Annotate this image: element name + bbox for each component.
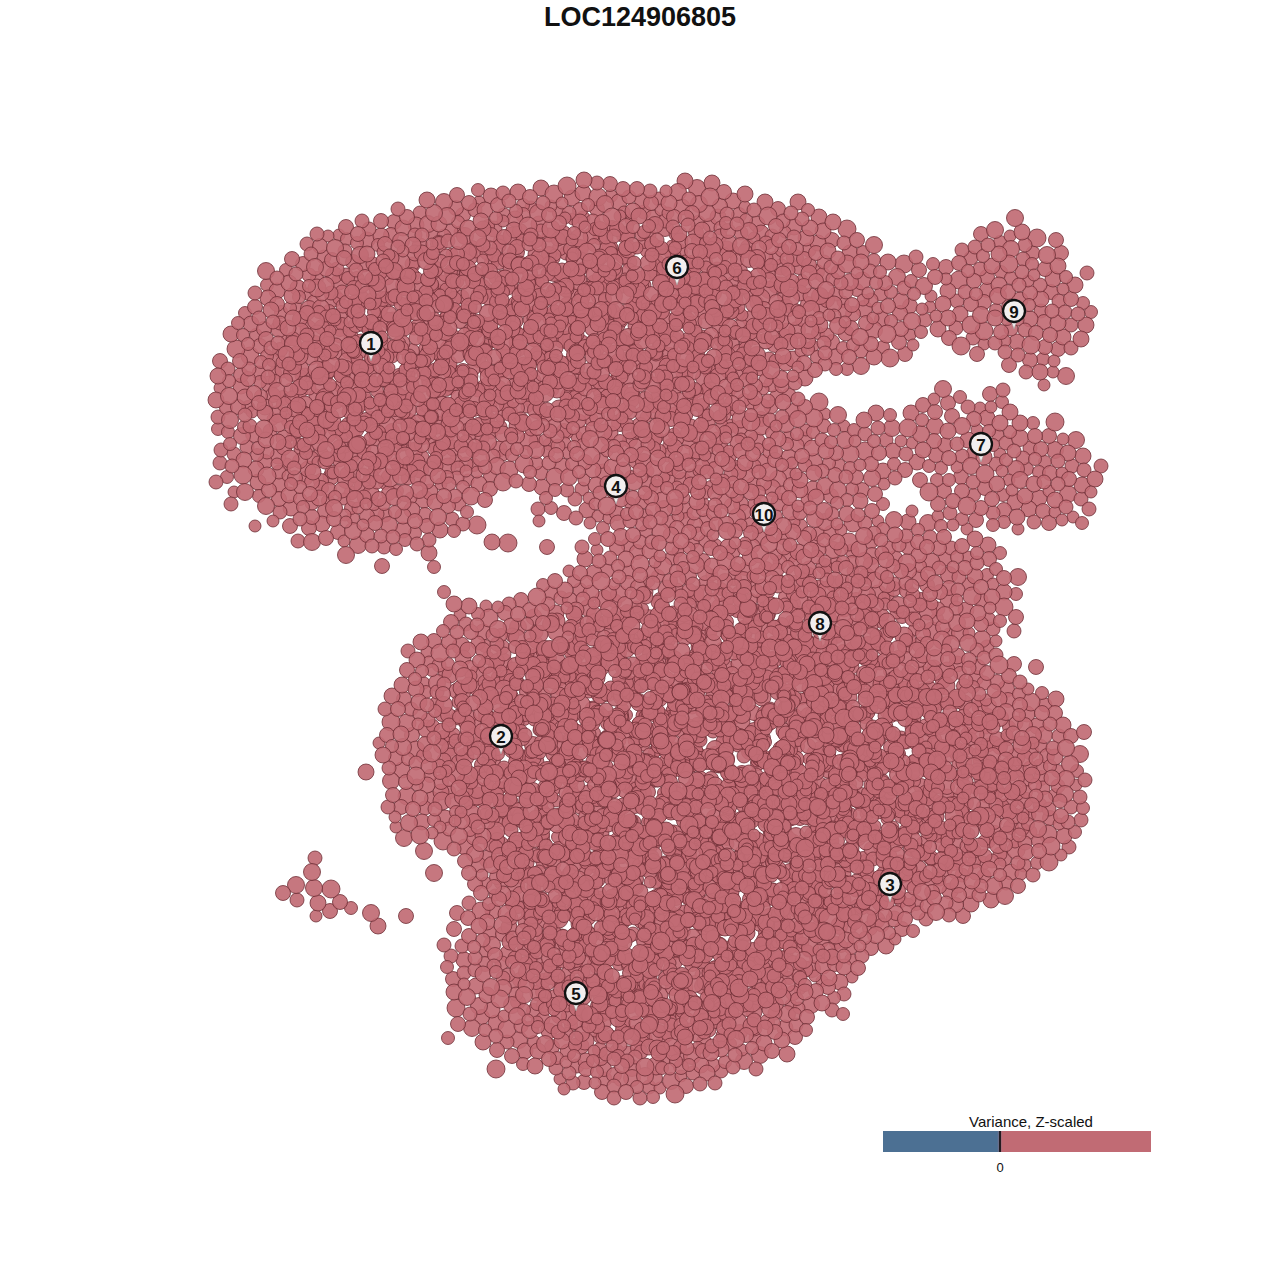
svg-text:0: 0 (996, 1160, 1003, 1175)
svg-text:1: 1 (366, 335, 375, 354)
svg-text:2: 2 (496, 728, 505, 747)
svg-text:9: 9 (1009, 303, 1018, 322)
svg-text:6: 6 (672, 259, 681, 278)
svg-text:8: 8 (815, 615, 824, 634)
svg-text:10: 10 (755, 506, 774, 525)
svg-text:4: 4 (611, 478, 621, 497)
svg-text:3: 3 (885, 876, 894, 895)
svg-text:Variance, Z-scaled: Variance, Z-scaled (969, 1113, 1093, 1130)
svg-text:5: 5 (571, 985, 580, 1004)
svg-text:7: 7 (976, 436, 985, 455)
